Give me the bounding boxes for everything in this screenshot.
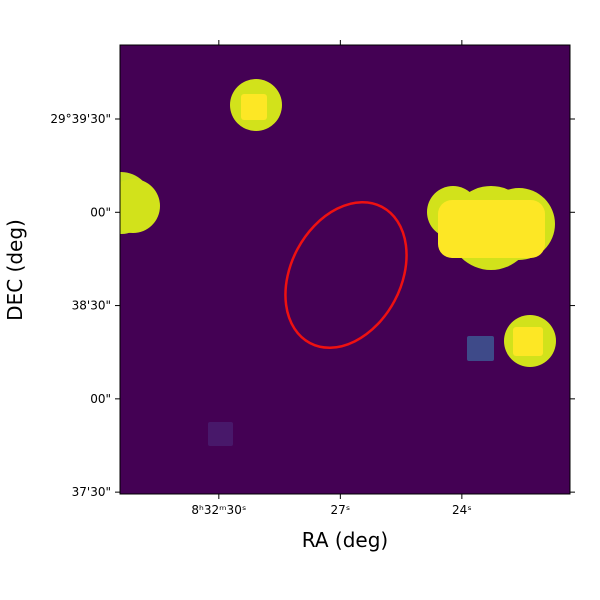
- y-axis-label: DEC (deg): [3, 219, 27, 321]
- y-tick-label: 29°39'30": [50, 112, 111, 126]
- y-tick-label: 00": [90, 392, 111, 406]
- axes-frame: [119, 44, 571, 495]
- image: [120, 79, 556, 446]
- x-tick-label: 27ˢ: [330, 503, 350, 517]
- source-core: [241, 94, 267, 120]
- x-axis-label: RA (deg): [302, 528, 388, 552]
- image-background: [120, 45, 570, 494]
- y-tick-label: 38'30": [72, 299, 111, 313]
- x-tick-label: 8ʰ32ᵐ30ˢ: [191, 503, 246, 517]
- y-tick-label: 00": [90, 205, 111, 219]
- source-core: [438, 200, 545, 258]
- y-tick-label: 37'30": [72, 485, 111, 499]
- region-ellipse: [284, 201, 408, 349]
- source-core: [513, 327, 543, 356]
- x-tick-label: 24ˢ: [452, 503, 472, 517]
- faint-source: [208, 422, 233, 446]
- faint-source: [467, 336, 494, 361]
- source: [120, 179, 160, 233]
